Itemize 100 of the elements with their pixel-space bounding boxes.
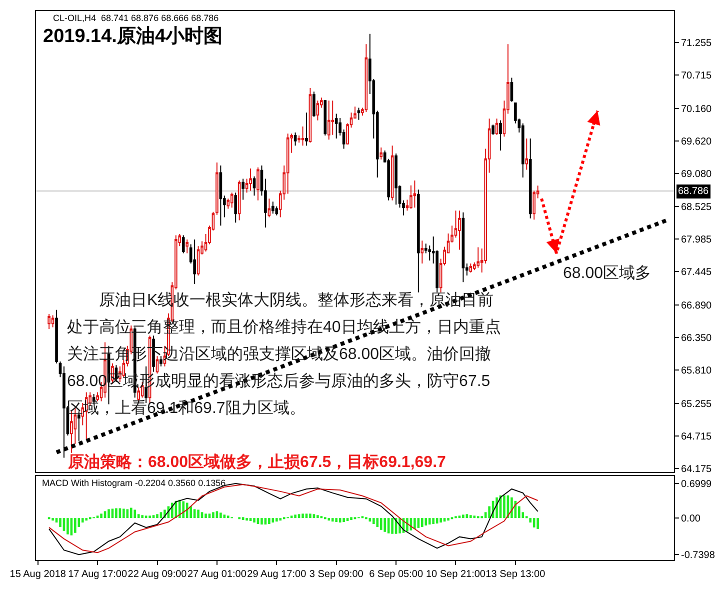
candlestick xyxy=(219,165,222,226)
y-tick-label: 64.175 xyxy=(681,464,712,475)
bar xyxy=(316,515,319,518)
bar xyxy=(342,518,345,522)
bar xyxy=(182,501,185,518)
ref-line-label: 68.786 xyxy=(678,186,710,197)
bar xyxy=(384,518,386,532)
candlestick xyxy=(364,44,368,113)
bar xyxy=(122,508,125,518)
candlestick xyxy=(301,126,304,146)
candlestick xyxy=(525,138,528,170)
candlestick xyxy=(410,184,412,210)
candlestick xyxy=(242,178,244,200)
candlestick xyxy=(275,206,278,216)
x-tick-label: 15 Aug 2018 xyxy=(10,569,66,580)
annotation: 68.00区域多 xyxy=(563,264,652,282)
candlestick xyxy=(417,189,420,293)
candlestick xyxy=(390,145,394,201)
candlestick xyxy=(324,99,327,136)
candlestick xyxy=(238,180,241,221)
candlestick xyxy=(495,118,498,136)
candlestick xyxy=(234,192,238,224)
candlestick xyxy=(521,122,524,178)
bar xyxy=(470,515,472,518)
candlestick xyxy=(462,212,465,283)
bar xyxy=(331,518,334,522)
candlestick xyxy=(357,107,360,120)
bar xyxy=(130,508,132,518)
y-tick-label: 0.00 xyxy=(681,514,701,525)
bar xyxy=(148,516,151,518)
candlestick xyxy=(469,263,472,274)
bar xyxy=(473,516,476,518)
bar xyxy=(510,497,513,518)
bar xyxy=(424,518,428,526)
x-tick-label: 3 Sep 09:00 xyxy=(309,569,364,580)
candlestick xyxy=(186,238,189,254)
bar xyxy=(197,510,200,518)
bar xyxy=(74,518,76,533)
bar xyxy=(335,518,338,522)
bar xyxy=(100,514,102,518)
bar xyxy=(246,518,248,521)
bar xyxy=(226,516,230,518)
y-tick-label: 64.715 xyxy=(681,431,712,442)
candlestick xyxy=(331,100,334,136)
chart-title: MACD With Histogram -0.2204 0.3560 0.1356 xyxy=(42,478,226,488)
candlestick xyxy=(327,100,330,140)
x-tick-label: 27 Aug 01:00 xyxy=(187,569,247,580)
bar xyxy=(309,514,312,518)
candlestick xyxy=(55,309,58,364)
bar xyxy=(350,517,352,520)
y-tick-label: 70.160 xyxy=(681,104,712,115)
bar xyxy=(260,518,263,524)
bar xyxy=(108,509,110,518)
annotation: CL-OIL,H4 68.741 68.876 68.666 68.786 xyxy=(53,13,219,23)
bar xyxy=(328,518,330,521)
bar xyxy=(279,518,282,521)
y-tick-label: 68.525 xyxy=(681,202,712,214)
bar xyxy=(440,518,442,523)
bar xyxy=(66,518,69,534)
bar xyxy=(59,518,62,527)
candlestick xyxy=(249,168,252,192)
bar xyxy=(212,512,214,518)
x-tick-label: 10 Sep 21:00 xyxy=(426,569,486,580)
candlestick xyxy=(492,124,494,136)
candlestick xyxy=(256,166,260,201)
bar xyxy=(268,518,270,524)
bar xyxy=(156,514,158,518)
bar xyxy=(421,518,424,527)
bar xyxy=(432,518,435,524)
bar xyxy=(190,506,192,518)
bar xyxy=(503,495,506,518)
candlestick xyxy=(312,91,316,118)
y-tick-label: 69.080 xyxy=(681,168,712,180)
candlestick xyxy=(193,238,196,284)
candlestick xyxy=(308,87,312,144)
bar xyxy=(81,518,84,523)
candlestick xyxy=(51,314,54,328)
candlestick xyxy=(380,146,383,160)
candlestick xyxy=(196,246,200,276)
bar xyxy=(134,510,136,518)
bar xyxy=(186,502,188,518)
bar xyxy=(372,518,375,524)
y-tick-label: 66.350 xyxy=(681,332,712,344)
candlestick xyxy=(476,246,480,268)
bar xyxy=(85,518,88,521)
candlestick xyxy=(182,234,185,254)
y-tick-label: 67.445 xyxy=(681,267,712,278)
candlestick xyxy=(334,113,338,139)
bar xyxy=(462,514,464,518)
bar xyxy=(275,518,278,522)
bar xyxy=(141,515,144,518)
candlestick xyxy=(216,162,218,216)
bar xyxy=(253,518,256,523)
candlestick xyxy=(420,240,424,264)
candlestick xyxy=(272,201,274,214)
bar xyxy=(294,514,296,518)
x-tick-label: 6 Sep 05:00 xyxy=(369,569,424,580)
candlestick xyxy=(268,198,271,218)
y-tick-label: 67.985 xyxy=(681,234,712,246)
bar xyxy=(52,518,54,521)
